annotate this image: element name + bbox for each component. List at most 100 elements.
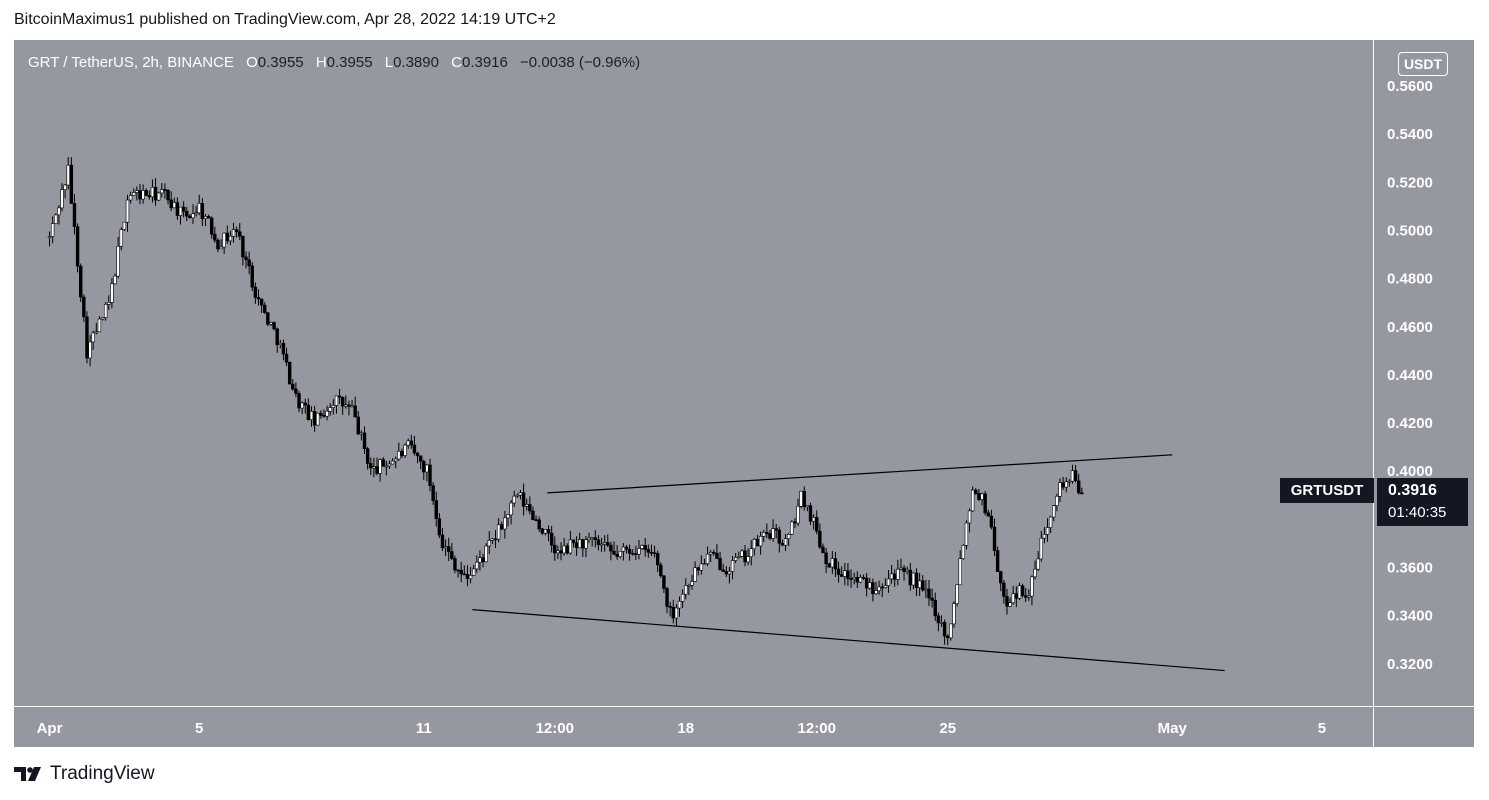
- x-tick-label: 12:00: [798, 720, 836, 737]
- candle-body: [447, 546, 451, 552]
- candle-body: [107, 302, 111, 305]
- footer-brand[interactable]: TradingView: [50, 763, 155, 784]
- candle-body: [858, 577, 863, 583]
- candle-body: [459, 569, 463, 575]
- candle-body: [917, 580, 922, 588]
- candle-body: [219, 246, 223, 250]
- candle-body: [1033, 568, 1037, 578]
- candle-body: [1073, 470, 1078, 482]
- candle-body: [322, 415, 326, 417]
- candle-body: [54, 214, 58, 224]
- x-tick-label: 5: [1318, 720, 1326, 737]
- candle-body: [986, 512, 990, 517]
- y-tick-label: 0.4800: [1387, 271, 1433, 288]
- high-label: H: [315, 54, 327, 71]
- candle-body: [496, 524, 501, 540]
- candle-body: [128, 195, 133, 201]
- candle-body: [955, 584, 959, 604]
- candle-body: [178, 206, 183, 216]
- candle-body: [571, 539, 576, 544]
- candle-body: [849, 578, 853, 580]
- candle-body: [1058, 482, 1062, 497]
- candle-body: [970, 489, 975, 512]
- candle-body: [927, 588, 931, 599]
- candle-body: [659, 564, 663, 577]
- candle-body: [394, 458, 398, 462]
- bar-countdown: 01:40:35: [1388, 504, 1447, 521]
- candle-body: [740, 550, 744, 557]
- candle-body: [699, 563, 704, 571]
- candle-body: [762, 532, 766, 537]
- candle-body: [612, 550, 616, 555]
- candle-body: [203, 216, 208, 219]
- candle-body: [627, 548, 632, 554]
- candle-body: [325, 410, 329, 417]
- candle-body: [992, 526, 997, 551]
- x-tick-label: 12:00: [536, 720, 574, 737]
- candle-body: [1014, 593, 1019, 599]
- candle-body: [643, 545, 647, 550]
- candle-body: [833, 558, 838, 570]
- candle-body: [372, 466, 376, 469]
- candle-body: [132, 192, 136, 196]
- currency-unit-button[interactable]: USDT: [1398, 52, 1448, 76]
- candle-body: [440, 534, 445, 549]
- candle-body: [893, 573, 897, 580]
- candle-body: [989, 515, 994, 528]
- candle-body: [631, 552, 635, 555]
- open-label: O: [246, 54, 258, 71]
- candle-body: [287, 361, 292, 385]
- candle-body: [384, 465, 389, 468]
- candle-body: [225, 232, 229, 242]
- candle-body: [880, 586, 884, 589]
- candle-body: [755, 538, 760, 547]
- y-tick-label: 0.4200: [1387, 415, 1433, 432]
- candle-body: [824, 552, 828, 564]
- candle-body: [618, 550, 622, 557]
- y-tick-label: 0.4600: [1387, 319, 1433, 336]
- candle-body: [793, 521, 797, 524]
- candle-body: [390, 460, 395, 465]
- candle-body: [977, 493, 981, 500]
- candle-body: [765, 532, 769, 534]
- candle-body: [949, 623, 953, 639]
- candle-body: [1039, 537, 1043, 560]
- candle-body: [110, 283, 114, 303]
- candle-body: [1005, 596, 1009, 607]
- candle-body: [141, 190, 145, 200]
- candle-body: [562, 545, 566, 554]
- candle-body: [827, 563, 831, 568]
- candle-body: [933, 600, 937, 617]
- candle-body: [478, 557, 482, 563]
- candle-body: [599, 543, 604, 546]
- candle-body: [602, 542, 607, 545]
- candle-body: [980, 493, 984, 500]
- candle-body: [724, 571, 728, 575]
- candle-body: [197, 203, 201, 214]
- price-countdown-box: 0.3916 01:40:35: [1377, 478, 1468, 526]
- candle-body: [97, 318, 102, 333]
- candle-body: [818, 530, 822, 548]
- candle-body: [387, 463, 392, 467]
- candle-body: [275, 328, 279, 346]
- candle-body: [259, 298, 264, 306]
- change-value: −0.0038 (−0.96%): [520, 54, 641, 71]
- candle-body: [952, 603, 956, 625]
- price-chart[interactable]: 0.5600 0.5400 0.5200 0.5000 0.4800 0.4600 0.44…: [14, 40, 1474, 747]
- y-tick-label: 0.4400: [1387, 367, 1433, 384]
- candle-body: [677, 600, 682, 609]
- candle-body: [160, 189, 164, 194]
- candle-body: [637, 548, 641, 555]
- symbol-tag: GRTUSDT: [1280, 478, 1374, 503]
- candle-body: [175, 202, 180, 216]
- low-label: L: [384, 54, 394, 71]
- candle-body: [1023, 595, 1028, 598]
- candle-body: [836, 568, 841, 575]
- candle-body: [234, 229, 239, 233]
- candle-body: [780, 542, 785, 546]
- y-tick-label: 0.5000: [1387, 222, 1433, 239]
- candle-body: [47, 236, 52, 238]
- candle-body: [500, 524, 504, 530]
- candle-body: [122, 221, 127, 230]
- candle-body: [908, 569, 913, 586]
